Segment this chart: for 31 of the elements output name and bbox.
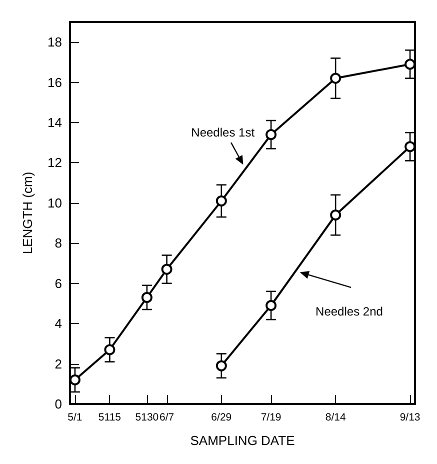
point — [330, 72, 342, 84]
y-tick-label: 14 — [48, 115, 62, 130]
point — [330, 210, 342, 221]
y-tick-label: 8 — [54, 236, 62, 251]
x-tick-label: 6/29 — [211, 412, 232, 424]
point — [266, 300, 277, 311]
y-tick-label: 4 — [54, 316, 62, 332]
point — [141, 292, 152, 303]
point — [161, 264, 172, 275]
series-label: Needles 1st — [191, 126, 256, 140]
x-tick-label: 7/19 — [260, 412, 282, 424]
y-axis-title: LENGTH (cm) — [20, 172, 35, 254]
y-tick-label: 0 — [54, 396, 62, 412]
y-tick-label: 10 — [48, 195, 62, 210]
y-tick-label: 16 — [48, 74, 62, 90]
text: Needles 2nd — [316, 304, 383, 318]
x-tick-label: 5/1 — [68, 412, 82, 424]
y-tick-label: 18 — [48, 34, 62, 50]
point — [104, 344, 116, 356]
x-axis-title: SAMPLING DATE — [190, 433, 296, 448]
point — [216, 360, 227, 372]
x-tick-label: 8/14 — [325, 412, 346, 424]
x-tick-label: 6/7 — [159, 412, 174, 424]
x-tick-label: 5130 — [135, 412, 159, 424]
y-tick-label: 2 — [54, 356, 62, 372]
y-tick-label: 12 — [48, 155, 62, 170]
y-tick-label: 6 — [54, 276, 62, 291]
x-tick-label: 9/13 — [400, 412, 420, 424]
point — [266, 129, 277, 140]
x-tick-label: 5115 — [98, 412, 122, 424]
point — [216, 195, 227, 206]
